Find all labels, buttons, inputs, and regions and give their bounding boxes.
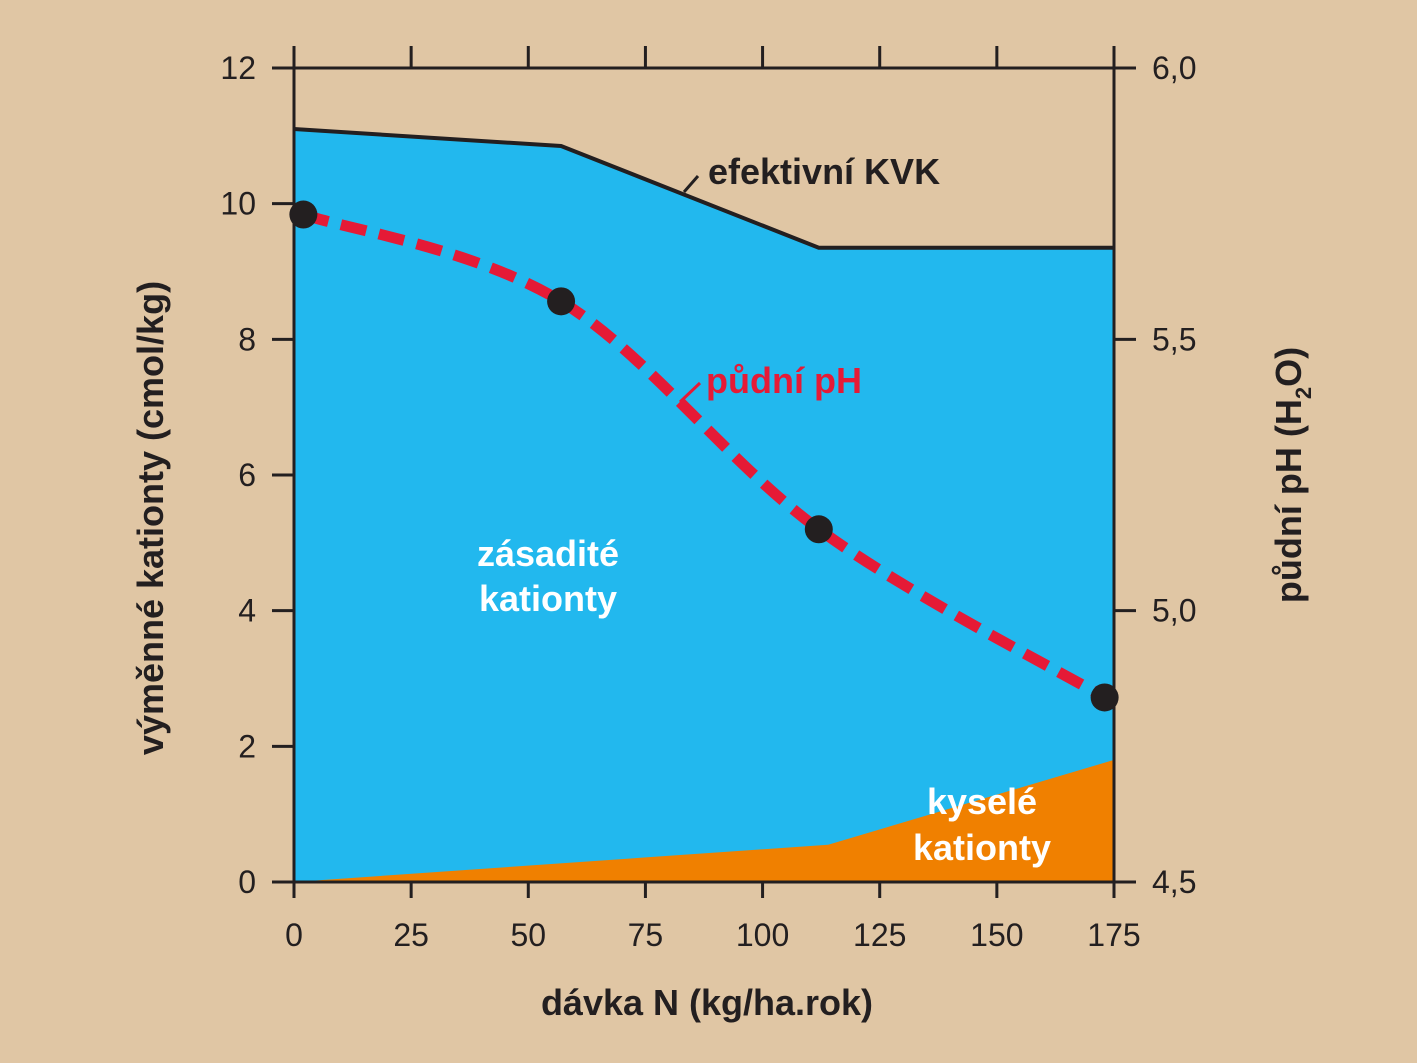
x-tick-label-0: 0 [285, 917, 303, 953]
ph-curve [301, 209, 1108, 703]
x-tick-label-5: 125 [853, 917, 906, 953]
kvk-label: efektivní KVK [708, 151, 940, 192]
x-tick-label-3: 75 [628, 917, 664, 953]
y-right-tick-label-1: 5,0 [1152, 593, 1196, 629]
y-left-tick-label-1: 2 [238, 728, 256, 764]
y-right-tick-label-0: 4,5 [1152, 864, 1196, 900]
y-left-tick-label-6: 12 [220, 50, 256, 86]
left-axis-title: výměnné kationty (cmol/kg) [130, 281, 171, 755]
x-tick-label-4: 100 [736, 917, 789, 953]
x-tick-label-1: 25 [393, 917, 429, 953]
y-left-tick-label-4: 8 [238, 321, 256, 357]
ph-point-3 [1090, 683, 1119, 712]
zasadite-label-line1: zásadité [477, 533, 619, 574]
right-axis-title-main: půdní pH (H [1268, 399, 1309, 603]
kysele-area [294, 759, 1114, 882]
ph-point-1 [547, 287, 576, 316]
zasadite-label-line2: kationty [479, 578, 617, 619]
y-right-tick-label-2: 5,5 [1152, 321, 1196, 357]
kysele-label-line1: kyselé [927, 781, 1037, 822]
x-tick-label-2: 50 [510, 917, 546, 953]
x-tick-label-7: 175 [1087, 917, 1140, 953]
ph-point-0 [289, 200, 318, 229]
y-left-tick-label-5: 10 [220, 186, 256, 222]
y-right-tick-label-3: 6,0 [1152, 50, 1196, 86]
ph-label: půdní pH [706, 360, 862, 401]
kvk-line [293, 127, 1114, 250]
x-tick-label-6: 150 [970, 917, 1023, 953]
right-axis-title: půdní pH (H2O) [1268, 347, 1316, 603]
right-axis-title-sub: 2 [1291, 387, 1316, 399]
right-axis-title-tail: O) [1268, 347, 1309, 387]
y-left-tick-label-0: 0 [238, 864, 256, 900]
y-left-tick-label-3: 6 [238, 457, 256, 493]
zasadite-area [294, 129, 1114, 883]
ph-point-2 [804, 515, 833, 544]
ph-leader-line [678, 381, 702, 404]
kysele-label-line2: kationty [913, 827, 1051, 868]
x-axis-title: dávka N (kg/ha.rok) [541, 982, 873, 1023]
y-left-tick-label-2: 4 [238, 593, 256, 629]
kvk-leader-line [682, 175, 700, 193]
